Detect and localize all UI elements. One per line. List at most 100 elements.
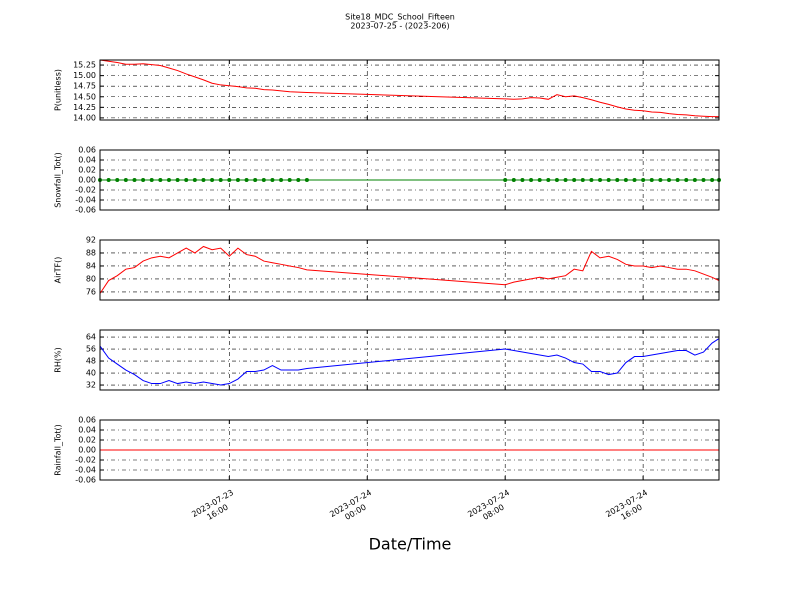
- data-point: [115, 178, 120, 182]
- y-tick-label: 14.75: [73, 82, 96, 91]
- plot-frame: [99, 239, 720, 301]
- plot-frame: [99, 329, 720, 391]
- y-tick-label: 14.00: [73, 113, 96, 122]
- data-point: [503, 178, 508, 182]
- data-point: [149, 178, 154, 182]
- chart-title: Site18_MDC_School_Fifteen: [345, 13, 455, 22]
- data-point: [623, 178, 628, 182]
- data-point: [304, 178, 309, 182]
- data-point: [253, 178, 258, 182]
- data-point: [649, 178, 654, 182]
- data-point: [166, 178, 171, 182]
- data-point: [606, 178, 611, 182]
- plot-frame: [99, 419, 720, 481]
- data-point: [666, 178, 671, 182]
- data-point: [589, 178, 594, 182]
- data-point: [572, 178, 577, 182]
- y-tick-label: 14.25: [73, 103, 96, 112]
- data-point: [537, 178, 542, 182]
- y-tick-label: 40: [86, 369, 96, 378]
- y-tick-label: 92: [86, 236, 96, 245]
- data-point: [632, 178, 637, 182]
- data-point: [270, 178, 275, 182]
- y-tick-label: -0.06: [75, 476, 96, 485]
- y-tick-label: 32: [86, 381, 96, 390]
- data-point: [546, 178, 551, 182]
- data-point: [192, 178, 197, 182]
- y-axis-label: AirTF(): [54, 257, 63, 284]
- y-tick-label: 0.02: [78, 166, 96, 175]
- data-point: [141, 178, 146, 182]
- plot-frame: [99, 149, 720, 211]
- data-point: [563, 178, 568, 182]
- y-tick-label: 15.00: [73, 71, 96, 80]
- y-tick-label: 64: [86, 333, 96, 342]
- data-point: [106, 178, 111, 182]
- y-tick-label: 0.00: [78, 176, 96, 185]
- data-point: [701, 178, 706, 182]
- data-line: [99, 245, 720, 294]
- y-tick-label: 56: [86, 345, 96, 354]
- data-point: [244, 178, 249, 182]
- data-point: [684, 178, 689, 182]
- data-point: [511, 178, 516, 182]
- y-axis-label: P(unitless): [54, 69, 63, 111]
- data-point: [580, 178, 585, 182]
- plot-area: [100, 60, 719, 120]
- data-point: [296, 178, 301, 182]
- data-point: [658, 178, 663, 182]
- y-tick-label: -0.04: [75, 466, 96, 475]
- data-point: [641, 178, 646, 182]
- y-tick-label: 88: [86, 248, 96, 257]
- chart-subtitle: 2023-07-25 - (2023-206): [350, 22, 449, 31]
- plot-frame: [99, 59, 720, 121]
- y-axis-label: RH(%): [54, 347, 63, 372]
- y-tick-label: 48: [86, 357, 96, 366]
- data-point: [279, 178, 284, 182]
- data-point: [158, 178, 163, 182]
- data-line: [99, 338, 720, 386]
- y-axis-label: Rainfall_Tot(): [54, 424, 63, 476]
- data-point: [184, 178, 189, 182]
- y-tick-label: -0.02: [75, 456, 96, 465]
- data-point: [175, 178, 180, 182]
- data-point: [261, 178, 266, 182]
- data-point: [675, 178, 680, 182]
- y-tick-label: 15.25: [73, 61, 96, 70]
- y-tick-label: -0.04: [75, 196, 96, 205]
- y-tick-label: 0.00: [78, 446, 96, 455]
- y-tick-label: -0.06: [75, 206, 96, 215]
- y-tick-label: 0.04: [78, 156, 96, 165]
- data-point: [520, 178, 525, 182]
- y-axis-label: Snowfall_Tot(): [54, 152, 63, 208]
- data-point: [615, 178, 620, 182]
- x-axis-label: Date/Time: [369, 535, 452, 554]
- data-point: [529, 178, 534, 182]
- data-point: [287, 178, 292, 182]
- data-point: [123, 178, 128, 182]
- y-tick-label: 76: [86, 287, 96, 296]
- y-tick-label: -0.02: [75, 186, 96, 195]
- plot-area: [100, 330, 719, 390]
- data-point: [132, 178, 137, 182]
- y-tick-label: 80: [86, 274, 96, 283]
- y-tick-label: 84: [86, 261, 96, 270]
- data-point: [598, 178, 603, 182]
- y-tick-label: 0.02: [78, 436, 96, 445]
- data-point: [692, 178, 697, 182]
- data-point: [554, 178, 559, 182]
- y-tick-label: 0.06: [78, 416, 96, 425]
- data-point: [235, 178, 240, 182]
- y-tick-label: 0.06: [78, 146, 96, 155]
- data-point: [218, 178, 223, 182]
- y-tick-label: 0.04: [78, 426, 96, 435]
- data-point: [710, 178, 715, 182]
- plot-area: [100, 240, 719, 300]
- data-point: [227, 178, 232, 182]
- data-line: [99, 59, 719, 118]
- data-point: [201, 178, 206, 182]
- y-tick-label: 14.50: [73, 92, 96, 101]
- data-point: [210, 178, 215, 182]
